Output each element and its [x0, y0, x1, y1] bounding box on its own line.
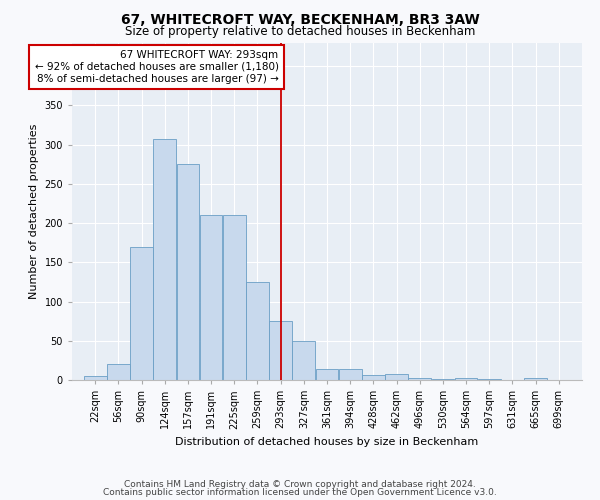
Y-axis label: Number of detached properties: Number of detached properties — [29, 124, 39, 299]
Bar — [246, 282, 269, 380]
Bar — [385, 374, 408, 380]
Text: Contains HM Land Registry data © Crown copyright and database right 2024.: Contains HM Land Registry data © Crown c… — [124, 480, 476, 489]
Bar — [130, 246, 153, 380]
Bar — [107, 364, 130, 380]
Bar — [223, 215, 245, 380]
Text: 67, WHITECROFT WAY, BECKENHAM, BR3 3AW: 67, WHITECROFT WAY, BECKENHAM, BR3 3AW — [121, 12, 479, 26]
Bar — [478, 379, 500, 380]
Text: 67 WHITECROFT WAY: 293sqm
← 92% of detached houses are smaller (1,180)
8% of sem: 67 WHITECROFT WAY: 293sqm ← 92% of detac… — [35, 50, 278, 84]
Bar — [84, 376, 107, 380]
Bar — [154, 139, 176, 380]
Bar — [524, 378, 547, 380]
Bar — [362, 374, 385, 380]
Text: Contains public sector information licensed under the Open Government Licence v3: Contains public sector information licen… — [103, 488, 497, 497]
Bar — [339, 369, 362, 380]
Bar — [431, 379, 454, 380]
Bar — [292, 341, 315, 380]
Bar — [269, 321, 292, 380]
X-axis label: Distribution of detached houses by size in Beckenham: Distribution of detached houses by size … — [175, 437, 479, 447]
Bar — [200, 215, 223, 380]
Bar — [409, 378, 431, 380]
Text: Size of property relative to detached houses in Beckenham: Size of property relative to detached ho… — [125, 25, 475, 38]
Bar — [176, 164, 199, 380]
Bar — [316, 369, 338, 380]
Bar — [455, 378, 478, 380]
